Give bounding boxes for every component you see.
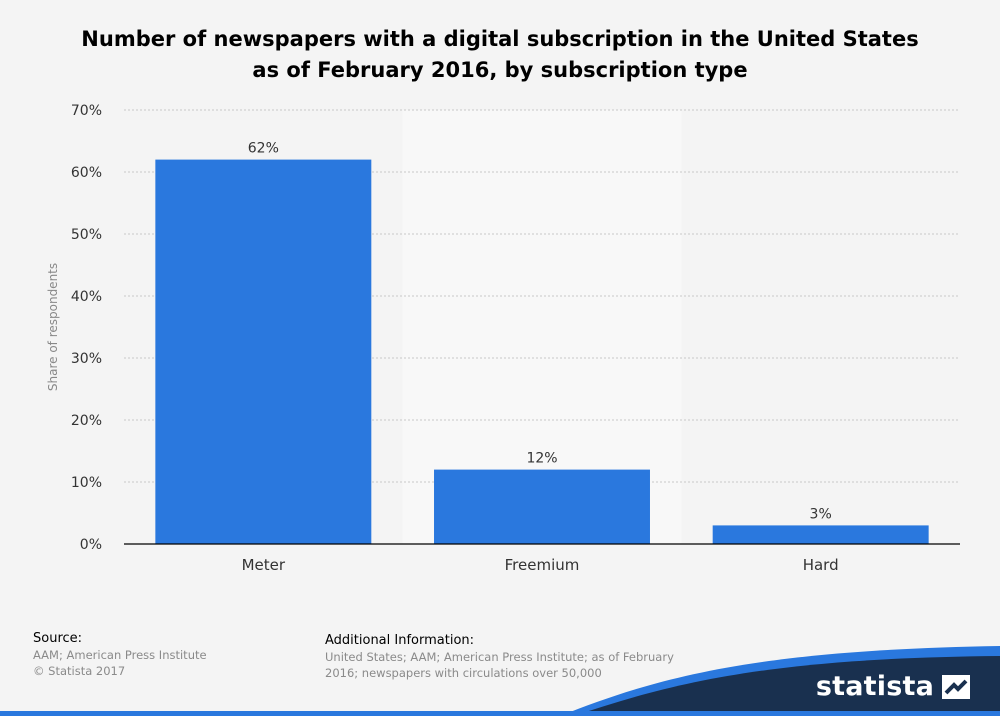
chart-subtitle: as of February 2016, by subscription typ… <box>252 58 748 82</box>
x-tick-label: Hard <box>803 556 839 574</box>
chart-title: Number of newspapers with a digital subs… <box>0 24 1000 86</box>
y-tick-label: 50% <box>71 227 102 243</box>
source-heading: Source: <box>33 631 83 646</box>
footer-bottom-line <box>0 711 1000 716</box>
source-line1: AAM; American Press Institute <box>33 648 207 662</box>
y-tick-label: 10% <box>71 475 102 491</box>
brand-name: statista <box>815 671 934 702</box>
statista-brand[interactable]: statista <box>816 671 970 702</box>
data-label: 12% <box>526 451 557 467</box>
x-tick-label: Meter <box>242 556 286 574</box>
bar-meter[interactable] <box>155 159 372 544</box>
data-labels: 62% Meter 12% Freemium 3% Hard <box>242 141 839 574</box>
info-line2: 2016; newspapers with circulations over … <box>325 666 602 680</box>
footer-wave <box>574 656 1000 716</box>
source-line2: © Statista 2017 <box>33 664 126 678</box>
gridlines: 0% 10% 20% 30% 40% 50% 60% 70% <box>71 103 960 553</box>
y-tick-label: 0% <box>80 537 102 553</box>
chart-title-line1: Number of newspapers with a digital subs… <box>81 27 919 51</box>
bar-freemium[interactable] <box>434 469 650 544</box>
data-label: 62% <box>248 141 279 157</box>
y-tick-label: 40% <box>71 289 102 305</box>
y-tick-label: 20% <box>71 413 102 429</box>
y-tick-label: 30% <box>71 351 102 367</box>
statista-logo-icon <box>942 674 970 699</box>
y-tick-label: 60% <box>71 165 102 181</box>
data-label: 3% <box>810 506 832 522</box>
y-axis-label: Share of respondents <box>46 263 60 391</box>
y-tick-label: 70% <box>71 103 102 119</box>
source-block: Source: AAM; American Press Institute © … <box>33 630 207 679</box>
info-block: Additional Information: United States; A… <box>325 632 674 681</box>
bar-hard[interactable] <box>712 525 929 544</box>
info-heading: Additional Information: <box>325 633 475 648</box>
info-line1: United States; AAM; American Press Insti… <box>325 650 674 664</box>
x-tick-label: Freemium <box>505 556 580 574</box>
bars <box>155 159 929 544</box>
